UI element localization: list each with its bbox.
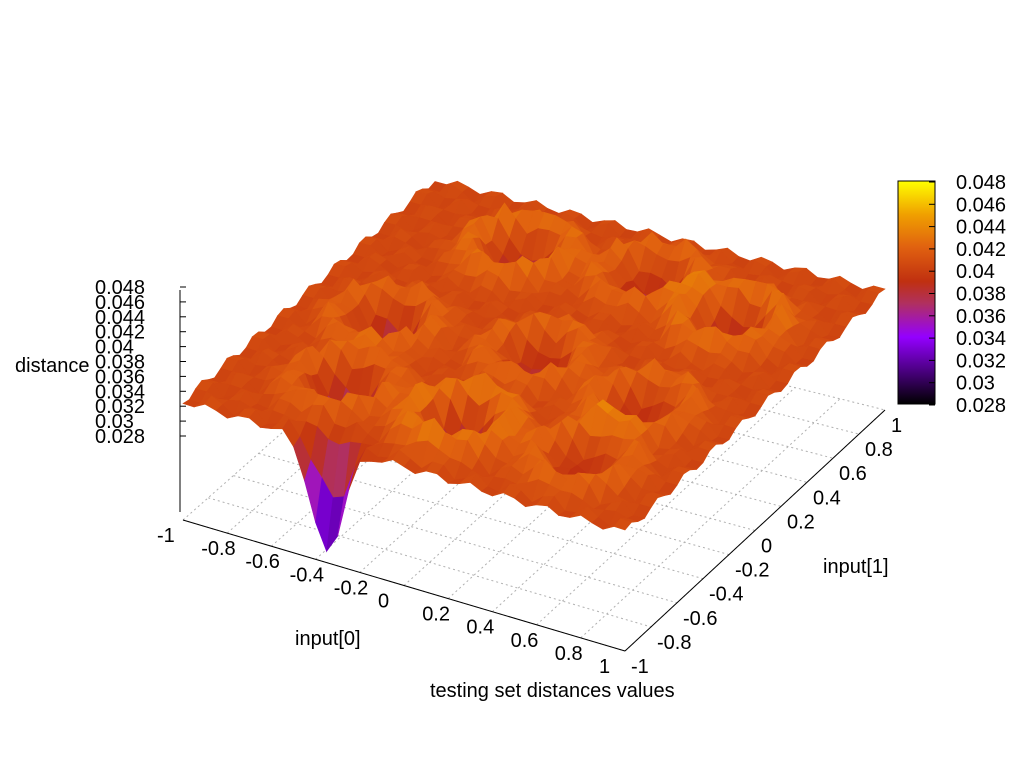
y-tick-label: -0.8 <box>657 632 691 654</box>
x-tick-label: 1 <box>599 656 610 678</box>
base-border <box>624 409 886 652</box>
axis-tick-labels: -1-0.8-0.6-0.4-0.200.20.40.60.81 -1-0.8-0… <box>95 277 902 678</box>
y-tick-label: -0.6 <box>683 608 717 630</box>
x-tick-label: 0.4 <box>466 617 494 639</box>
y-tick-label: -0.4 <box>709 584 743 606</box>
colorbar-tick-label: 0.042 <box>956 239 1006 261</box>
z-tick-label: 0.038 <box>95 352 145 374</box>
grid-line-x <box>536 387 796 626</box>
x-tick-label: -0.4 <box>290 564 324 586</box>
x-tick-label: 0.6 <box>511 630 539 652</box>
z-tick-label: 0.028 <box>95 426 145 448</box>
grid-line-x <box>182 297 436 521</box>
y-tick-label: 0 <box>761 536 772 558</box>
z-tick-label: 0.044 <box>95 307 145 329</box>
colorbar-tick-label: 0.028 <box>956 395 1006 417</box>
colorbar-tick-label: 0.046 <box>956 194 1006 216</box>
z-axis-label: distance <box>15 355 90 377</box>
z-tick-label: 0.046 <box>95 292 145 314</box>
surface-quad <box>613 518 633 531</box>
x-tick-label: -1 <box>157 525 175 547</box>
y-tick-label: 0.6 <box>839 463 867 485</box>
z-tick-label: 0.032 <box>95 396 145 418</box>
colorbar-tick-label: 0.048 <box>956 172 1006 194</box>
colorbar-tick-label: 0.03 <box>956 373 995 395</box>
colorbar-tick-label: 0.038 <box>956 284 1006 306</box>
y-tick-label: -0.2 <box>735 560 769 582</box>
x-tick-label: 0.2 <box>422 604 450 626</box>
y-tick-label: 0.4 <box>813 487 841 509</box>
x-tick-label: -0.8 <box>201 538 235 560</box>
base-border <box>182 519 626 652</box>
z-tick-label: 0.03 <box>95 411 134 433</box>
colorbar-tick-labels: 0.0280.030.0320.0340.0360.0380.040.0420.… <box>929 172 1006 417</box>
colorbar-tick-label: 0.04 <box>956 261 995 283</box>
grid-line-y <box>233 475 678 604</box>
colorbar <box>897 180 936 405</box>
x-tick-label: -0.6 <box>245 551 279 573</box>
y-tick-label: -1 <box>631 656 649 678</box>
colorbar-tick-label: 0.034 <box>956 328 1006 350</box>
colorbar-tick-label: 0.032 <box>956 350 1006 372</box>
grid-line-x <box>580 398 841 639</box>
x-tick-label: 0 <box>378 591 389 613</box>
z-tick-label: 0.04 <box>95 337 134 359</box>
x-tick-label: 0.8 <box>555 643 583 665</box>
y-axis-label: input[1] <box>823 556 889 578</box>
z-tick-label: 0.048 <box>95 277 145 299</box>
z-tick-label: 0.036 <box>95 366 145 388</box>
y-tick-label: 0.8 <box>865 439 893 461</box>
surface-mesh <box>182 180 886 553</box>
grid-line-y <box>208 497 652 628</box>
x-tick-label: -0.2 <box>334 577 368 599</box>
z-tick-label: 0.034 <box>95 381 145 403</box>
colorbar-tick-label: 0.044 <box>956 217 1006 239</box>
x-axis-label: input[0] <box>295 628 361 650</box>
y-tick-label: 0.2 <box>787 511 815 533</box>
colorbar-tick-label: 0.036 <box>956 306 1006 328</box>
chart-title: testing set distances values <box>430 680 675 702</box>
y-tick-label: 1 <box>891 415 902 437</box>
z-tick-label: 0.042 <box>95 322 145 344</box>
